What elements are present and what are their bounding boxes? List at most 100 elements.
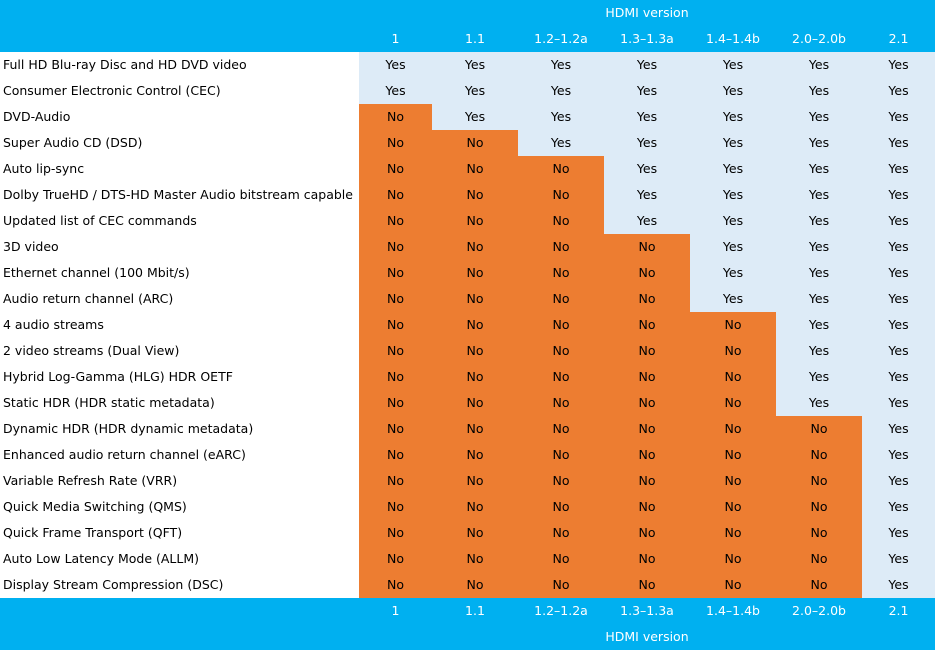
feature-label: Quick Media Switching (QMS) <box>0 494 359 520</box>
support-cell: No <box>359 286 432 312</box>
support-cell: No <box>432 364 518 390</box>
support-cell: Yes <box>776 52 862 78</box>
support-cell: Yes <box>862 182 935 208</box>
support-cell: Yes <box>776 208 862 234</box>
support-cell: Yes <box>359 78 432 104</box>
table-row: Ethernet channel (100 Mbit/s) No No No No Yes… <box>0 260 935 286</box>
support-cell: No <box>690 520 776 546</box>
support-cell: No <box>518 546 604 572</box>
feature-label: Dynamic HDR (HDR dynamic metadata) <box>0 416 359 442</box>
support-cell: No <box>518 572 604 598</box>
support-cell: Yes <box>604 182 690 208</box>
version-header-cell: 2.0–2.0b <box>792 603 846 618</box>
feature-label: Dolby TrueHD / DTS-HD Master Audio bitst… <box>0 182 359 208</box>
support-cell: No <box>604 286 690 312</box>
version-header-cell: 1.2–1.2a <box>534 31 588 46</box>
support-cell: No <box>518 416 604 442</box>
support-cell: Yes <box>518 78 604 104</box>
support-cell: No <box>518 208 604 234</box>
table-row: Display Stream Compression (DSC) No No No No… <box>0 572 935 598</box>
table-row: Static HDR (HDR static metadata) No No No No… <box>0 390 935 416</box>
table-row: 2 video streams (Dual View) No No No No No Yes… <box>0 338 935 364</box>
support-cell: Yes <box>862 312 935 338</box>
support-cell: No <box>690 416 776 442</box>
support-cell: No <box>432 546 518 572</box>
support-cell: No <box>432 390 518 416</box>
support-cell: Yes <box>776 286 862 312</box>
feature-label: Static HDR (HDR static metadata) <box>0 390 359 416</box>
support-cell: Yes <box>862 442 935 468</box>
support-cell: Yes <box>604 156 690 182</box>
feature-label: Enhanced audio return channel (eARC) <box>0 442 359 468</box>
support-cell: No <box>518 468 604 494</box>
support-cell: No <box>432 442 518 468</box>
table-row: Auto lip-sync No No No Yes Yes Yes Yes <box>0 156 935 182</box>
support-cell: No <box>690 494 776 520</box>
support-cell: Yes <box>776 338 862 364</box>
support-cell: Yes <box>862 364 935 390</box>
support-cell: No <box>432 572 518 598</box>
feature-label: Consumer Electronic Control (CEC) <box>0 78 359 104</box>
support-cell: No <box>604 390 690 416</box>
support-cell: No <box>359 468 432 494</box>
feature-label: DVD-Audio <box>0 104 359 130</box>
support-cell: Yes <box>776 312 862 338</box>
support-cell: Yes <box>862 52 935 78</box>
table-row: 4 audio streams No No No No No Yes Yes <box>0 312 935 338</box>
support-cell: Yes <box>862 104 935 130</box>
support-cell: Yes <box>862 156 935 182</box>
support-cell: Yes <box>518 104 604 130</box>
table-row: Quick Media Switching (QMS) No No No No No No Y… <box>0 494 935 520</box>
support-cell: Yes <box>862 390 935 416</box>
header-caption-row: HDMI version <box>0 0 935 26</box>
version-header-cell: 1.1 <box>465 31 485 46</box>
feature-label: Variable Refresh Rate (VRR) <box>0 468 359 494</box>
support-cell: No <box>359 494 432 520</box>
support-cell: Yes <box>690 52 776 78</box>
support-cell: No <box>604 312 690 338</box>
support-cell: No <box>359 182 432 208</box>
feature-label: Hybrid Log-Gamma (HLG) HDR OETF <box>0 364 359 390</box>
support-cell: Yes <box>690 156 776 182</box>
support-cell: Yes <box>690 260 776 286</box>
support-cell: No <box>518 286 604 312</box>
support-cell: No <box>776 442 862 468</box>
support-cell: No <box>432 260 518 286</box>
feature-label: Super Audio CD (DSD) <box>0 130 359 156</box>
support-cell: Yes <box>776 260 862 286</box>
table-row: Full HD Blu-ray Disc and HD DVD video Yes… <box>0 52 935 78</box>
table-row: Enhanced audio return channel (eARC) No No… <box>0 442 935 468</box>
support-cell: No <box>518 442 604 468</box>
support-cell: No <box>359 130 432 156</box>
support-cell: Yes <box>862 286 935 312</box>
support-cell: No <box>432 416 518 442</box>
header-caption: HDMI version <box>605 5 689 20</box>
table-row: Variable Refresh Rate (VRR) No No No No No No Y… <box>0 468 935 494</box>
support-cell: Yes <box>432 78 518 104</box>
support-cell: No <box>604 234 690 260</box>
support-cell: No <box>604 494 690 520</box>
support-cell: No <box>518 182 604 208</box>
support-cell: Yes <box>604 52 690 78</box>
table-row: Quick Frame Transport (QFT) No No No No No No Y… <box>0 520 935 546</box>
support-cell: Yes <box>862 546 935 572</box>
support-cell: Yes <box>604 78 690 104</box>
feature-label: Auto Low Latency Mode (ALLM) <box>0 546 359 572</box>
support-cell: Yes <box>862 260 935 286</box>
support-cell: No <box>432 234 518 260</box>
support-cell: No <box>604 338 690 364</box>
support-cell: No <box>359 546 432 572</box>
feature-label: Ethernet channel (100 Mbit/s) <box>0 260 359 286</box>
support-cell: No <box>518 156 604 182</box>
support-cell: No <box>690 312 776 338</box>
support-cell: Yes <box>862 494 935 520</box>
support-cell: No <box>432 338 518 364</box>
support-cell: No <box>690 338 776 364</box>
support-cell: Yes <box>776 156 862 182</box>
feature-label: Auto lip-sync <box>0 156 359 182</box>
support-cell: No <box>518 520 604 546</box>
support-cell: No <box>359 520 432 546</box>
version-header-cell: 1.1 <box>465 603 485 618</box>
feature-label: Display Stream Compression (DSC) <box>0 572 359 598</box>
